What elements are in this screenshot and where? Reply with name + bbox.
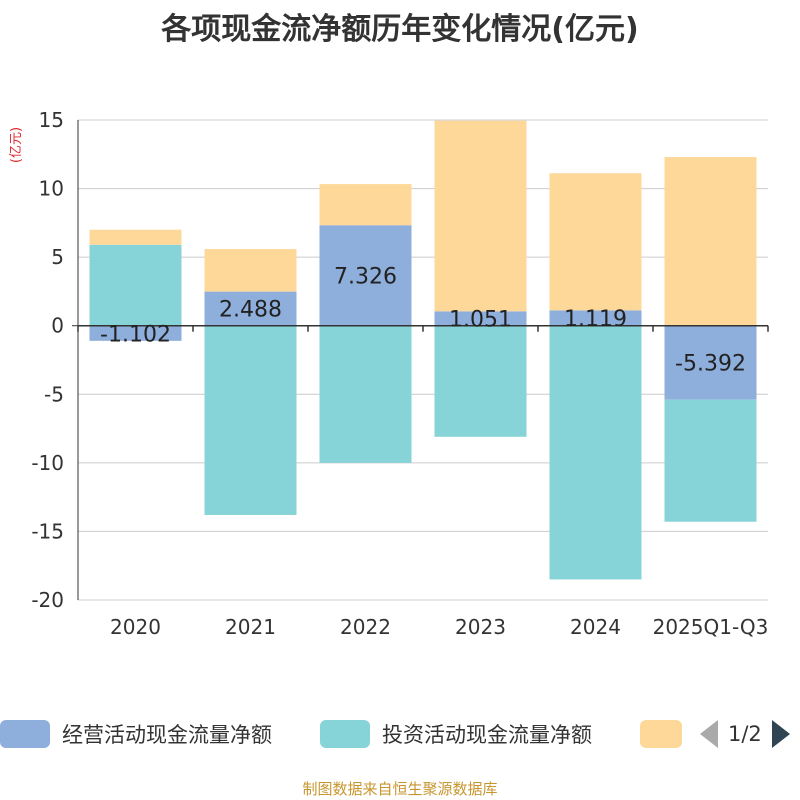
bar-series0-2[interactable]	[319, 225, 412, 326]
legend-pager: 1/2	[700, 712, 790, 756]
legend-swatch-operating	[0, 720, 50, 748]
legend-prev-page-icon[interactable]	[700, 720, 718, 748]
legend-label-operating: 经营活动现金流量净额	[62, 723, 272, 747]
x-tick-label: 2024	[570, 615, 621, 639]
bar-series1-0[interactable]	[89, 244, 182, 326]
bar-series2-4[interactable]	[549, 173, 642, 311]
legend-item-operating[interactable]: 经营活动现金流量净额	[0, 712, 272, 756]
legend-page-indicator: 1/2	[728, 722, 762, 746]
y-tick-label: 5	[51, 245, 64, 269]
y-axis-unit-label: (亿元)	[9, 127, 24, 163]
y-tick-label: 0	[51, 314, 64, 338]
bar-series1-3[interactable]	[434, 325, 527, 437]
chart-title: 各项现金流净额历年变化情况(亿元)	[161, 12, 639, 47]
bar-series2-5[interactable]	[664, 157, 757, 326]
legend-item-third[interactable]	[640, 712, 682, 756]
x-tick-label: 2023	[455, 615, 506, 639]
axes	[72, 120, 769, 600]
legend: 经营活动现金流量净额 投资活动现金流量净额 1/2	[0, 712, 800, 756]
labels: 15 10 5 0 -5 -10 -15 -20 -1.102 2020 2.488 2021 7.32…	[31, 108, 768, 639]
data-label: 7.326	[334, 264, 397, 289]
bar-series2-1[interactable]	[204, 249, 297, 292]
y-tick-label: 15	[39, 108, 64, 132]
data-label: 1.051	[449, 308, 512, 333]
legend-label-investing: 投资活动现金流量净额	[382, 723, 592, 747]
bar-series0-1[interactable]	[204, 291, 297, 326]
y-tick-label: -10	[31, 451, 64, 475]
bar-series0-3[interactable]	[434, 311, 527, 326]
y-tick-label: -5	[44, 382, 64, 406]
data-label: 2.488	[219, 298, 282, 323]
data-label: 1.119	[564, 307, 627, 332]
legend-item-investing[interactable]: 投资活动现金流量净额	[320, 712, 592, 756]
bar-series2-3[interactable]	[434, 120, 527, 312]
data-label: -5.392	[675, 352, 746, 377]
bar-series1-4[interactable]	[549, 325, 642, 580]
bar-series2-2[interactable]	[319, 184, 412, 226]
bar-series0-5[interactable]	[664, 325, 757, 400]
bars	[89, 120, 757, 580]
bar-series1-2[interactable]	[319, 325, 412, 463]
bar-series1-1[interactable]	[204, 325, 297, 515]
legend-swatch-investing	[320, 720, 370, 748]
y-tick-label: 10	[39, 177, 64, 201]
data-label: -1.102	[100, 322, 171, 347]
x-tick-label: 2025Q1-Q3	[653, 615, 769, 639]
x-tick-label: 2020	[110, 615, 161, 639]
bar-series1-5[interactable]	[664, 399, 757, 522]
source-note: 制图数据来自恒生聚源数据库	[302, 780, 498, 798]
x-tick-label: 2021	[225, 615, 276, 639]
y-tick-label: -15	[31, 519, 64, 543]
legend-next-page-icon[interactable]	[771, 720, 790, 748]
legend-swatch-third	[640, 720, 682, 748]
bar-series0-4[interactable]	[549, 310, 642, 326]
bar-series0-0[interactable]	[89, 325, 182, 341]
x-tick-label: 2022	[340, 615, 391, 639]
stacked-bar-chart: 15 10 5 0 -5 -10 -15 -20 -1.102 2020 2.488 2021 7.32…	[9, 108, 769, 639]
y-tick-label: -20	[31, 588, 64, 612]
bar-series2-0[interactable]	[89, 229, 182, 245]
